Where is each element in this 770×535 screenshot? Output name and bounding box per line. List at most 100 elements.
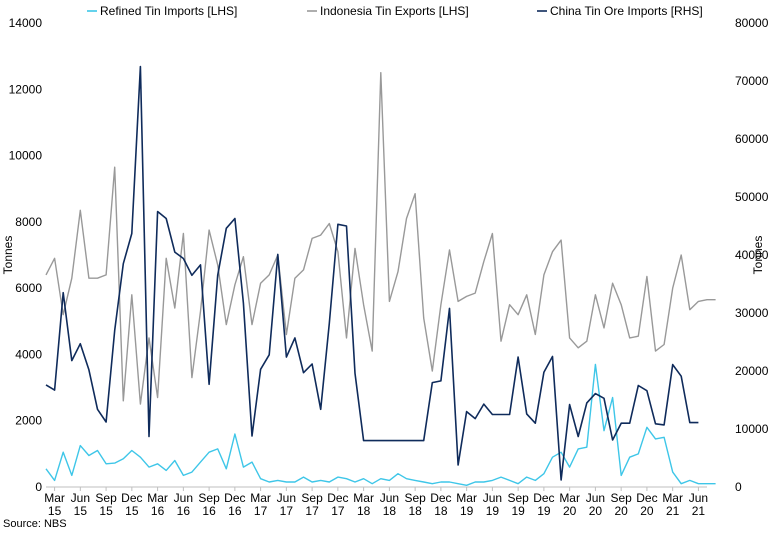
right-tick-label: 10000 bbox=[735, 422, 769, 436]
x-axis: Mar15Jun15Sep15Dec15Mar16Jun16Sep16Dec16… bbox=[44, 487, 708, 518]
x-tick-month: Jun bbox=[71, 491, 90, 505]
legend-item: Refined Tin Imports [LHS] bbox=[87, 4, 237, 18]
x-tick-year: 17 bbox=[331, 504, 345, 518]
source-note: Source: NBS bbox=[3, 518, 67, 530]
x-tick-year: 15 bbox=[74, 504, 88, 518]
left-axis-title: Tonnes bbox=[1, 236, 15, 275]
x-tick-year: 18 bbox=[357, 504, 371, 518]
left-tick-label: 4000 bbox=[15, 347, 42, 361]
x-tick-year: 15 bbox=[48, 504, 62, 518]
x-tick-month: Mar bbox=[250, 491, 271, 505]
x-tick-month: Dec bbox=[636, 491, 657, 505]
x-tick-month: Dec bbox=[430, 491, 451, 505]
right-axis-title: Tonnes bbox=[751, 236, 765, 275]
x-tick-month: Jun bbox=[689, 491, 708, 505]
series-line-0 bbox=[45, 363, 716, 486]
x-tick-year: 20 bbox=[614, 504, 628, 518]
x-tick-month: Jun bbox=[380, 491, 399, 505]
x-tick-year: 19 bbox=[486, 504, 500, 518]
left-tick-label: 6000 bbox=[15, 281, 42, 295]
right-y-axis: 0 10000 20000 30000 40000 50000 60000 70000 8000… bbox=[735, 16, 769, 494]
x-tick-year: 18 bbox=[408, 504, 422, 518]
x-tick-month: Dec bbox=[327, 491, 348, 505]
x-tick-year: 16 bbox=[202, 504, 216, 518]
right-tick-label: 70000 bbox=[735, 74, 769, 88]
right-tick-label: 50000 bbox=[735, 190, 769, 204]
x-tick-year: 18 bbox=[434, 504, 448, 518]
x-tick-year: 20 bbox=[640, 504, 654, 518]
legend-item: Indonesia Tin Exports [LHS] bbox=[307, 4, 469, 18]
left-tick-label: 14000 bbox=[9, 16, 43, 30]
x-tick-year: 16 bbox=[228, 504, 242, 518]
x-tick-month: Sep bbox=[610, 491, 632, 505]
x-tick-year: 17 bbox=[305, 504, 319, 518]
x-tick-year: 15 bbox=[99, 504, 113, 518]
x-tick-month: Dec bbox=[224, 491, 245, 505]
x-tick-year: 21 bbox=[692, 504, 706, 518]
x-tick-month: Jun bbox=[483, 491, 502, 505]
x-tick-year: 18 bbox=[383, 504, 397, 518]
x-tick-month: Mar bbox=[44, 491, 65, 505]
right-tick-label: 20000 bbox=[735, 364, 769, 378]
x-tick-month: Mar bbox=[353, 491, 374, 505]
left-tick-label: 2000 bbox=[15, 414, 42, 428]
legend-label: Indonesia Tin Exports [LHS] bbox=[320, 4, 469, 18]
x-tick-month: Mar bbox=[456, 491, 477, 505]
x-tick-year: 16 bbox=[151, 504, 165, 518]
x-tick-month: Sep bbox=[404, 491, 426, 505]
x-tick-year: 15 bbox=[125, 504, 139, 518]
x-tick-month: Dec bbox=[121, 491, 142, 505]
series-line-1 bbox=[45, 71, 716, 405]
left-y-axis: 0 2000 4000 6000 8000 10000 12000 14000 bbox=[9, 16, 43, 494]
legend: Refined Tin Imports [LHS] Indonesia Tin E… bbox=[87, 4, 703, 18]
x-tick-year: 17 bbox=[280, 504, 294, 518]
x-tick-year: 19 bbox=[511, 504, 525, 518]
right-tick-label: 80000 bbox=[735, 16, 769, 30]
x-tick-year: 21 bbox=[666, 504, 680, 518]
x-tick-year: 19 bbox=[460, 504, 474, 518]
x-tick-month: Sep bbox=[95, 491, 117, 505]
x-tick-month: Sep bbox=[301, 491, 323, 505]
x-tick-year: 20 bbox=[563, 504, 577, 518]
x-tick-month: Mar bbox=[662, 491, 683, 505]
x-tick-month: Mar bbox=[147, 491, 168, 505]
right-tick-label: 0 bbox=[735, 480, 742, 494]
legend-label: China Tin Ore Imports [RHS] bbox=[550, 4, 703, 18]
x-tick-year: 20 bbox=[589, 504, 603, 518]
left-tick-label: 12000 bbox=[9, 82, 43, 96]
left-tick-label: 10000 bbox=[9, 149, 43, 163]
x-tick-month: Dec bbox=[533, 491, 554, 505]
left-tick-label: 8000 bbox=[15, 215, 42, 229]
x-tick-month: Jun bbox=[586, 491, 605, 505]
x-tick-year: 19 bbox=[537, 504, 551, 518]
x-tick-month: Jun bbox=[277, 491, 296, 505]
right-tick-label: 40000 bbox=[735, 248, 769, 262]
series-line-2 bbox=[45, 65, 699, 481]
series-layer bbox=[45, 65, 716, 486]
left-tick-label: 0 bbox=[35, 480, 42, 494]
x-tick-month: Sep bbox=[507, 491, 529, 505]
